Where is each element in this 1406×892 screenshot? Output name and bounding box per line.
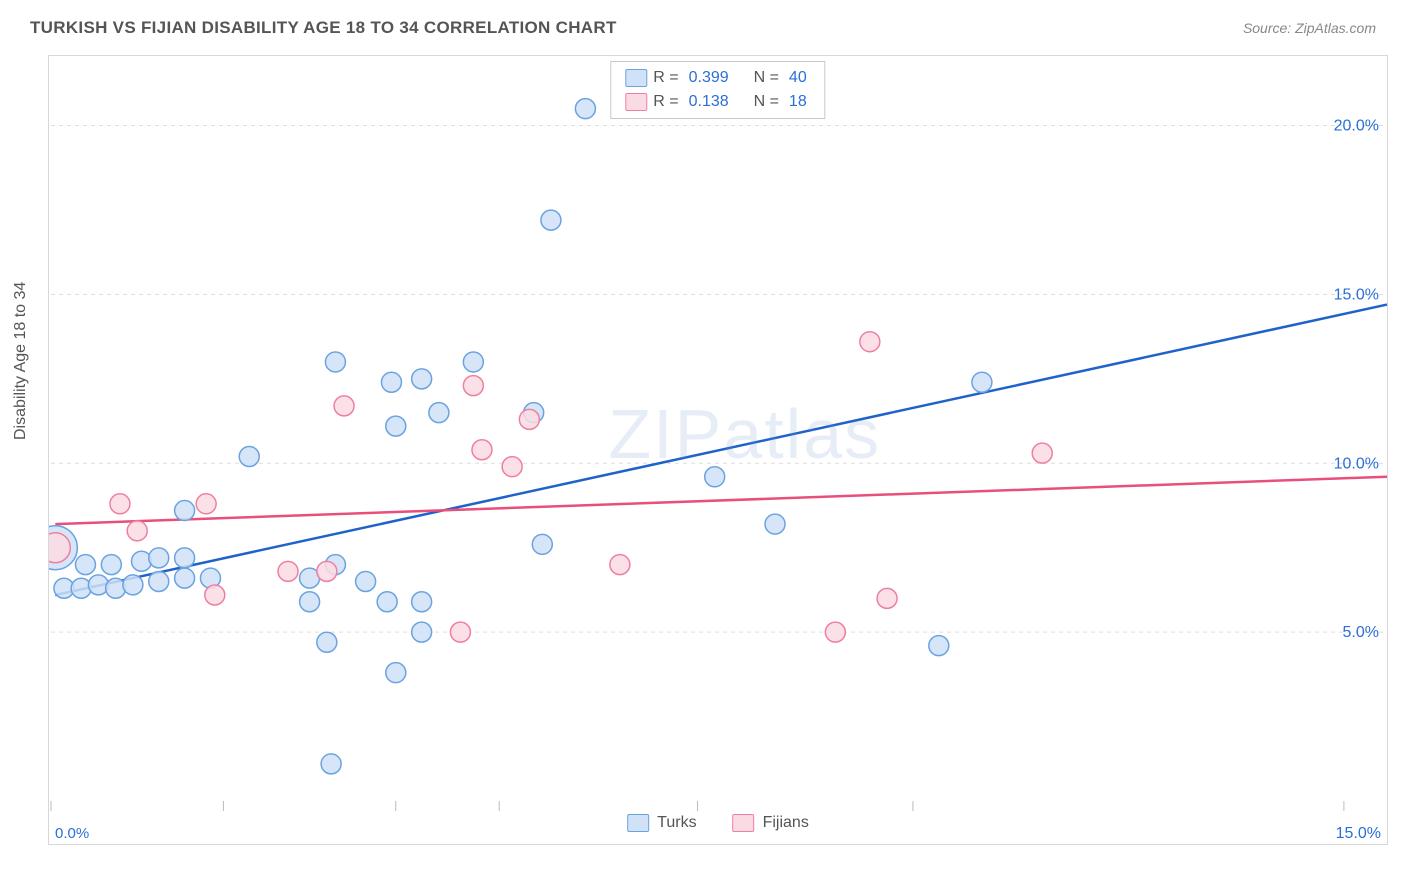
legend-item-turks: Turks (627, 814, 696, 832)
svg-text:20.0%: 20.0% (1334, 118, 1379, 135)
swatch-turks-bottom (627, 814, 649, 832)
swatch-fijians (625, 93, 647, 111)
chart-title: TURKISH VS FIJIAN DISABILITY AGE 18 TO 3… (30, 18, 617, 38)
swatch-fijians-bottom (733, 814, 755, 832)
correlation-legend: R = 0.399 N = 40 R = 0.138 N = 18 (610, 61, 825, 119)
chart-container: ZIPatlas 5.0%10.0%15.0%20.0%0.0%15.0% R … (48, 55, 1388, 845)
svg-text:10.0%: 10.0% (1334, 455, 1379, 472)
legend-item-fijians: Fijians (733, 814, 809, 832)
y-axis-label: Disability Age 18 to 34 (12, 282, 30, 440)
svg-text:15.0%: 15.0% (1336, 825, 1381, 842)
svg-text:0.0%: 0.0% (55, 825, 89, 842)
svg-text:15.0%: 15.0% (1334, 286, 1379, 303)
title-bar: TURKISH VS FIJIAN DISABILITY AGE 18 TO 3… (0, 0, 1406, 38)
swatch-turks (625, 69, 647, 87)
scatter-plot: 5.0% 10.0% 15.0% 20.0% 0.0% 15.0% (49, 56, 1389, 846)
source-attribution: Source: ZipAtlas.com (1243, 20, 1376, 36)
legend-row-turks: R = 0.399 N = 40 (625, 66, 810, 90)
legend-row-fijians: R = 0.138 N = 18 (625, 90, 810, 114)
series-legend: Turks Fijians (627, 814, 809, 832)
svg-text:5.0%: 5.0% (1343, 624, 1379, 641)
